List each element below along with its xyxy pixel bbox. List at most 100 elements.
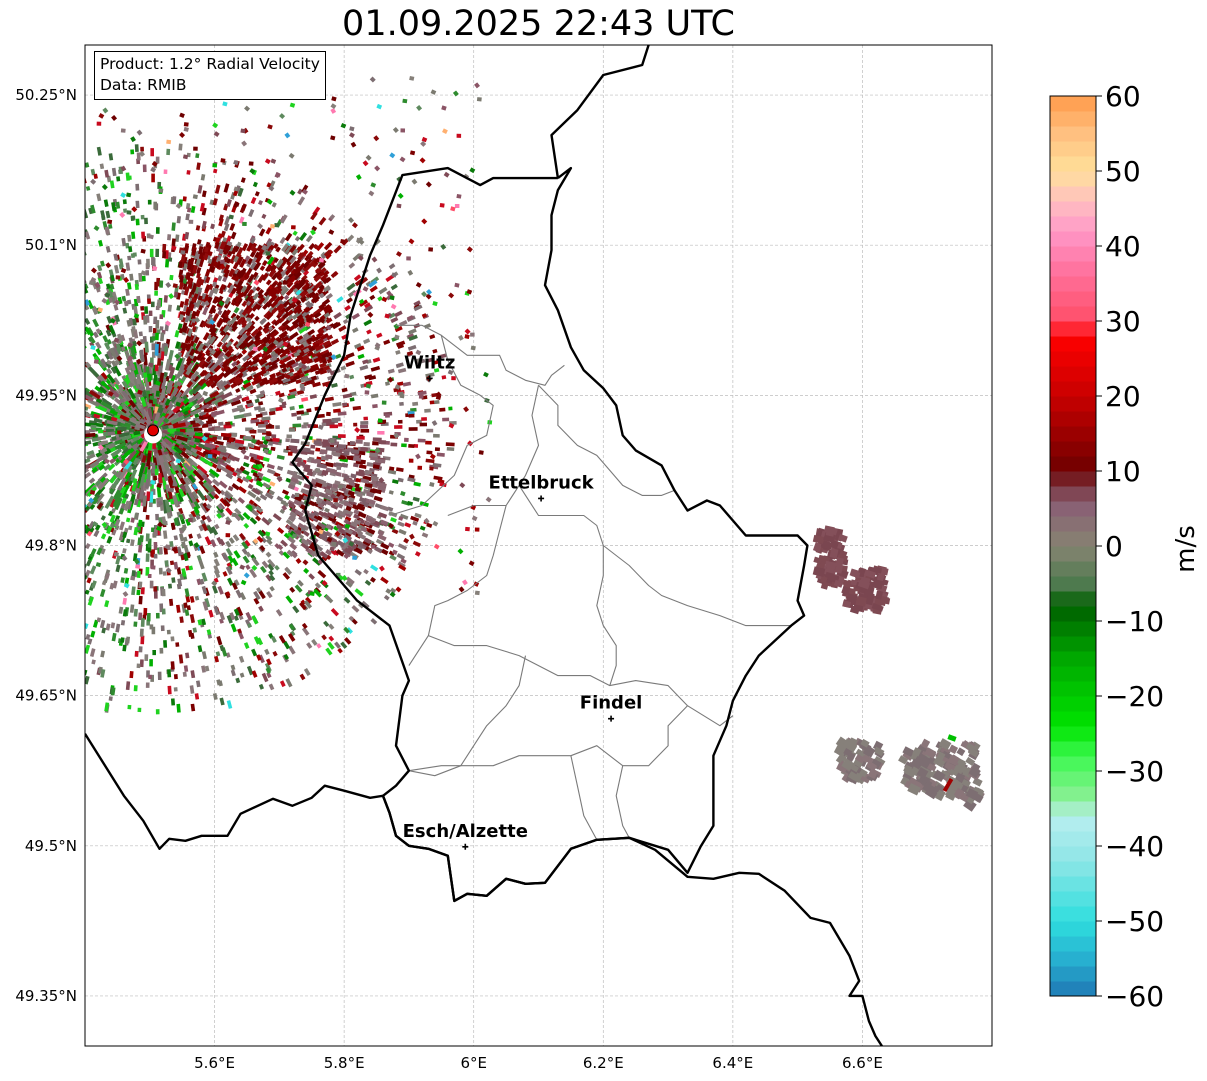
echo-pixel <box>103 199 109 207</box>
echo-pixel <box>384 413 390 418</box>
echo-pixel <box>85 590 86 600</box>
echo-pixel <box>30 429 35 433</box>
echo-pixel <box>399 401 404 406</box>
echo-pixel <box>43 426 50 430</box>
echo-pixel <box>57 598 62 603</box>
echo-pixel <box>338 422 343 427</box>
echo-pixel <box>0 482 2 487</box>
echo-pixel <box>406 500 414 506</box>
echo-pixel <box>85 435 86 441</box>
echo-pixel <box>69 319 75 326</box>
echo-pixel <box>189 595 195 603</box>
echo-pixel <box>70 448 78 453</box>
echo-pixel <box>31 427 37 431</box>
echo-pixel <box>176 216 181 224</box>
echo-pixel <box>397 367 407 374</box>
echo-pixel <box>133 608 138 617</box>
echo-pixel <box>354 568 362 576</box>
echo-pixel <box>131 570 136 577</box>
echo-pixel <box>286 531 296 540</box>
echo-pixel <box>57 276 62 282</box>
echo-pixel <box>203 397 217 407</box>
echo-pixel <box>130 215 135 221</box>
echo-pixel <box>51 275 56 281</box>
echo-pixel <box>109 283 115 290</box>
echo-pixel <box>200 174 206 181</box>
map-title: 01.09.2025 22:43 UTC <box>342 4 735 44</box>
echo-pixel <box>77 313 83 319</box>
echo-pixel <box>328 635 335 642</box>
echo-pixel <box>153 201 158 210</box>
echo-pixel <box>28 587 35 594</box>
echo-pixel <box>7 233 14 240</box>
echo-pixel <box>442 417 450 422</box>
echo-pixel <box>60 205 65 211</box>
echo-pixel <box>184 588 190 597</box>
echo-pixel <box>16 550 24 558</box>
echo-pixel <box>337 434 346 439</box>
echo-pixel <box>280 214 288 224</box>
echo-pixel <box>85 417 86 423</box>
echo-pixel <box>68 380 74 386</box>
echo-pixel <box>296 389 305 396</box>
echo-pixel <box>233 615 239 622</box>
echo-pixel <box>29 660 36 669</box>
echo-pixel <box>321 555 328 562</box>
echo-pixel <box>76 374 84 382</box>
echo-pixel <box>62 360 71 368</box>
echo-pixel <box>0 326 2 331</box>
echo-pixel <box>151 527 155 533</box>
echo-pixel <box>162 499 168 514</box>
echo-pixel <box>25 456 31 461</box>
echo-pixel <box>194 432 203 437</box>
echo-pixel <box>105 210 111 219</box>
echo-pixel <box>237 497 245 504</box>
echo-pixel <box>137 259 142 265</box>
echo-pixel <box>173 674 178 680</box>
echo-pixel <box>38 354 47 362</box>
echo-pixel <box>266 590 273 599</box>
echo-pixel <box>72 504 78 510</box>
echo-pixel <box>368 375 377 381</box>
echo-pixel <box>153 475 157 481</box>
echo-pixel <box>85 176 87 184</box>
echo-pixel <box>71 473 81 481</box>
echo-pixel <box>172 196 177 205</box>
echo-pixel <box>218 421 224 426</box>
echo-pixel <box>364 374 373 380</box>
echo-pixel <box>78 633 83 638</box>
echo-pixel <box>4 387 9 392</box>
echo-pixel <box>153 541 158 551</box>
echo-pixel <box>45 607 50 612</box>
echo-pixel <box>88 460 100 469</box>
echo-pixel <box>231 497 238 504</box>
echo-pixel <box>115 623 121 633</box>
echo-pixel <box>55 515 61 521</box>
echo-pixel <box>38 655 44 662</box>
echo-pixel <box>73 432 78 436</box>
echo-pixel <box>64 610 71 619</box>
echo-pixel <box>191 491 199 500</box>
echo-pixel <box>79 636 84 641</box>
echo-pixel <box>358 464 367 470</box>
echo-pixel <box>62 511 70 519</box>
echo-pixel <box>23 672 29 680</box>
echo-pixel <box>25 258 31 265</box>
echo-pixel <box>288 428 296 432</box>
echo-pixel <box>150 148 155 157</box>
echo-pixel <box>68 505 74 511</box>
echo-pixel <box>296 410 305 415</box>
echo-pixel <box>23 219 30 227</box>
echo-pixel <box>154 290 158 296</box>
echo-pixel <box>111 632 117 642</box>
echo-pixel <box>223 496 231 505</box>
echo-pixel <box>40 519 46 525</box>
echo-pixel <box>36 511 43 517</box>
echo-pixel <box>208 471 217 479</box>
echo-pixel <box>133 621 138 627</box>
echo-pixel <box>85 622 89 630</box>
echo-pixel <box>268 489 275 496</box>
echo-pixel <box>272 437 280 442</box>
echo-pixel <box>246 257 254 265</box>
